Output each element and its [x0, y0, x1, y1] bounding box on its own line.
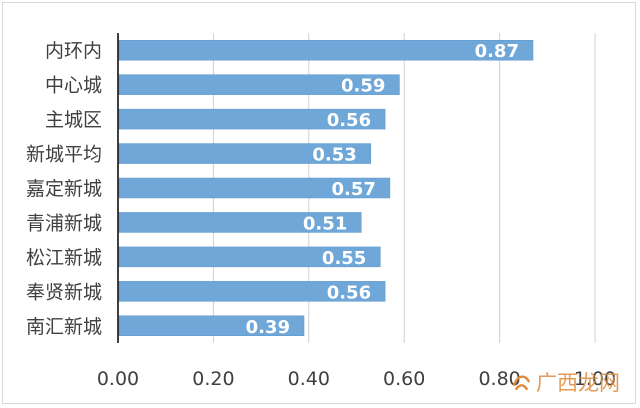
watermark: 广西龙网 — [510, 362, 620, 402]
bar — [118, 108, 386, 130]
watermark-logo-icon — [512, 375, 531, 391]
data-label: 0.57 — [331, 179, 375, 200]
data-label: 0.59 — [341, 76, 385, 97]
category-label: 中心城 — [45, 75, 102, 97]
chart-frame: 内环内 中心城 主城区 新城平均 嘉定新城 青浦新城 松江新城 奉贤新城 南汇新城 0.00 0.… — [2, 2, 636, 404]
bar — [118, 74, 400, 95]
x-tick-label: 0.80 — [478, 368, 520, 390]
category-label: 奉贤新城 — [26, 281, 102, 303]
bar — [118, 212, 362, 233]
category-label: 南汇新城 — [26, 316, 102, 338]
data-label: 0.87 — [475, 41, 519, 62]
category-label: 嘉定新城 — [26, 178, 102, 200]
x-tick-label: 0.20 — [192, 368, 234, 390]
data-label: 0.56 — [327, 110, 371, 131]
bar — [118, 177, 391, 199]
bars — [118, 39, 534, 337]
x-tick-label: 1.00 — [574, 368, 616, 390]
data-label: 0.55 — [322, 248, 366, 269]
x-tick-label: 0.60 — [383, 368, 425, 390]
data-label: 0.51 — [303, 213, 347, 234]
data-label: 0.56 — [327, 282, 371, 303]
x-tick-label: 0.40 — [288, 368, 330, 390]
x-tick-labels: 0.00 0.20 0.40 0.60 0.80 1.00 — [97, 368, 616, 390]
category-label: 内环内 — [45, 40, 102, 62]
data-label: 0.53 — [312, 145, 356, 166]
bar — [118, 281, 386, 302]
bar — [118, 143, 372, 164]
bar — [118, 315, 305, 337]
category-label: 松江新城 — [26, 247, 102, 269]
category-label: 青浦新城 — [26, 212, 102, 234]
bar — [118, 246, 381, 268]
watermark-text: 广西龙网 — [536, 371, 620, 395]
bar — [118, 39, 534, 61]
data-label: 0.39 — [246, 317, 290, 338]
category-label: 主城区 — [45, 109, 102, 131]
category-label: 新城平均 — [26, 144, 102, 166]
x-tick-label: 0.00 — [97, 368, 139, 390]
data-labels: 0.87 0.59 0.56 0.53 0.57 0.51 0.55 0.56 0.39 — [246, 41, 519, 338]
